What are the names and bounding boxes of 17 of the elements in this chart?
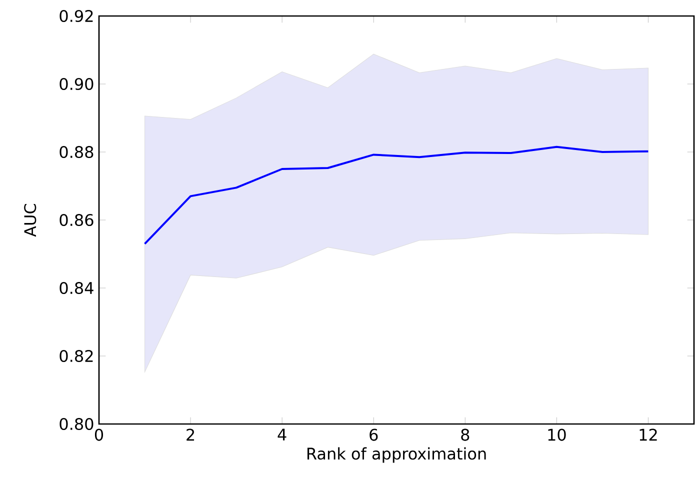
y-tick-label: 0.92: [60, 10, 93, 22]
x-tick-label: 4: [278, 428, 286, 440]
y-axis-title: AUC: [24, 204, 36, 237]
x-tick-label: 10: [548, 428, 566, 441]
x-tick-label: 6: [370, 428, 378, 441]
y-tick-label: 0.84: [60, 282, 94, 294]
x-tick-label: 12: [640, 428, 657, 441]
line-series: [144, 146, 650, 245]
x-axis-title: Rank of approximation: [307, 447, 486, 463]
y-tick-label: 0.82: [60, 350, 93, 362]
y-tick-label: 0.88: [60, 146, 94, 158]
x-tick-label: 2: [186, 428, 194, 441]
y-tick-label: 0.86: [60, 214, 94, 226]
y-tick-label: 0.90: [60, 78, 94, 90]
y-tick-label: 0.80: [60, 418, 94, 430]
x-tick-label: 0: [94, 428, 104, 441]
x-tick-label: 8: [461, 428, 470, 441]
